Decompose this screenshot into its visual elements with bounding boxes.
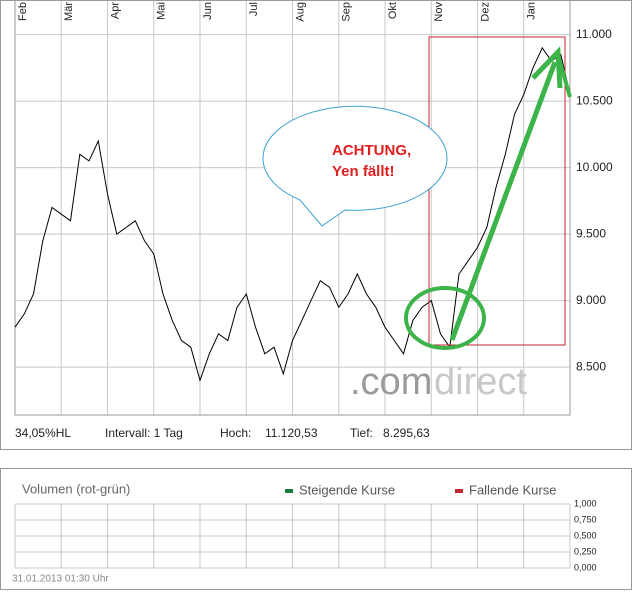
plot-frame — [14, 0, 571, 416]
price-line — [14, 46, 571, 383]
x-tick-label: Dez — [479, 2, 491, 22]
x-tick-label: Mär — [63, 2, 75, 21]
legend-label: Fallende Kurse — [469, 482, 556, 497]
x-tick-label: Feb — [17, 2, 29, 21]
highlight-ellipse — [404, 286, 486, 350]
x-tick-label: Sep — [341, 2, 353, 22]
arrow-head — [531, 46, 563, 89]
arrow-tail — [556, 54, 572, 98]
stat-label: 11.120,53 — [265, 426, 318, 440]
y-tick-label: 9.500 — [576, 226, 606, 240]
y-tick-label: 9.000 — [576, 293, 606, 307]
stat-label: 8.295,63 — [383, 426, 430, 440]
annotation: ACHTUNG, — [332, 142, 411, 159]
legend-swatch — [455, 489, 463, 493]
y-tick-label: 0,500 — [574, 530, 597, 540]
y-tick-label: 0,250 — [574, 546, 597, 556]
watermark: .com — [350, 361, 432, 403]
stat-label: Hoch: — [220, 426, 251, 440]
speech-bubble — [262, 105, 448, 227]
highlight-box — [428, 36, 566, 346]
legend-swatch — [285, 489, 293, 493]
timestamp: 31.01.2013 01:30 Uhr — [12, 574, 109, 585]
x-tick-label: Apr — [109, 2, 121, 19]
y-tick-label: 1,000 — [574, 498, 597, 508]
legend-label: Steigende Kurse — [299, 482, 395, 497]
x-tick-label: Jul — [248, 2, 260, 16]
x-tick-label: Jun — [202, 2, 214, 20]
y-tick-label: 8.500 — [576, 359, 606, 373]
y-tick-label: 11.000 — [576, 27, 612, 41]
y-tick-label: 0,000 — [574, 562, 597, 572]
x-tick-label: Nov — [433, 2, 445, 22]
x-tick-label: Mai — [156, 2, 168, 20]
y-tick-label: 10.000 — [576, 160, 613, 174]
watermark: direct — [434, 361, 527, 403]
x-tick-label: Jan — [526, 2, 538, 20]
stat-label: Tief: — [350, 426, 373, 440]
stat-label: Intervall: 1 Tag — [105, 426, 183, 440]
y-tick-label: 10.500 — [576, 93, 613, 107]
x-tick-label: Okt — [387, 2, 399, 19]
arrow — [449, 61, 558, 341]
panel-title: Volumen (rot-grün) — [22, 481, 130, 496]
y-tick-label: 0,750 — [574, 514, 597, 524]
annotation: Yen fällt! — [332, 163, 395, 180]
stat-label: 34,05%HL — [15, 426, 71, 440]
x-tick-label: Aug — [294, 2, 306, 22]
